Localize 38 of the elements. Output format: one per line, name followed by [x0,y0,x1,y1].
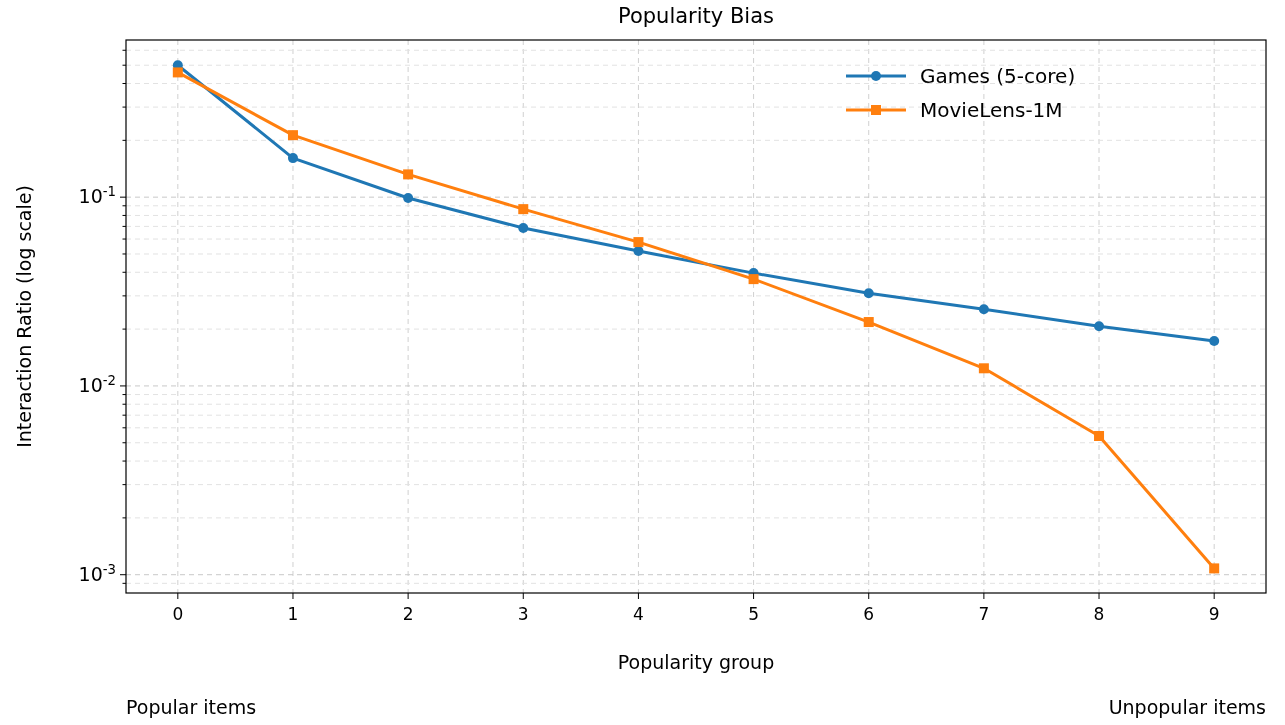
point [1209,335,1220,346]
point [863,288,874,299]
point [172,67,183,78]
text: Popular items [126,696,257,718]
point [287,130,298,141]
point [633,246,644,257]
y-tick-label: 10$^{-3}$ [78,561,116,585]
point [978,363,989,374]
point [633,237,644,248]
y-tick-label: 10$^{-1}$ [78,183,116,208]
point [863,317,874,328]
x-axis-title: Popularity group [617,651,775,673]
chart-title: Popularity Bias [618,4,774,28]
x-tick-label: 6 [863,604,875,624]
y-axis-title: Interaction Ratio (log scale) [13,185,35,448]
point [518,223,529,234]
point [978,304,989,315]
x-tick-label: 7 [978,604,990,624]
point [1094,430,1105,441]
x-tick-label: 1 [287,604,299,624]
legend-label: MovieLens-1M [920,98,1063,122]
x-tick-label: 0 [172,604,184,624]
x-tick-label: 9 [1208,604,1220,624]
x-tick-label: 5 [748,604,759,624]
x-tick-label: 8 [1093,604,1105,624]
point [748,274,759,285]
point [287,153,298,164]
x-tick-label: 2 [402,604,414,624]
point [403,192,414,203]
point [1094,321,1105,332]
point [403,169,414,180]
point [1209,563,1220,574]
text: Unpopular items [1108,696,1266,718]
x-tick-label: 3 [517,604,529,624]
legend-label: Games (5-core) [920,64,1076,88]
x-tick-label: 4 [633,604,644,624]
point [518,204,529,215]
y-tick-label: 10$^{-2}$ [78,372,116,396]
